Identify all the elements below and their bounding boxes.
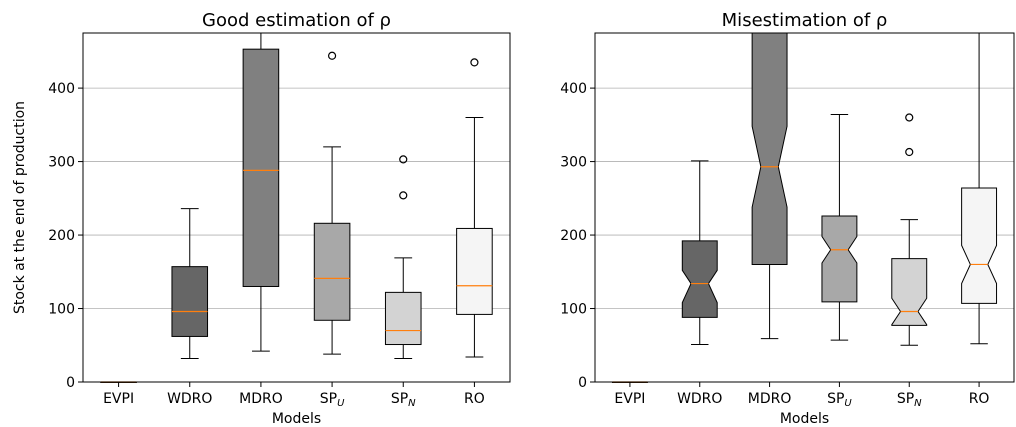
box-body xyxy=(961,187,998,304)
x-tick-label: WDRO xyxy=(677,391,722,407)
box-body xyxy=(456,227,493,315)
box-body xyxy=(242,48,280,287)
y-axis-label: Stock at the end of production xyxy=(12,101,28,314)
x-tick-label: SPN xyxy=(897,391,922,409)
chart-title: Good estimation of ρ xyxy=(202,10,391,31)
y-tick-label: 300 xyxy=(48,155,75,171)
box-body xyxy=(171,266,209,337)
right-chart-panel: 0 100 200 300 400 EVPI WDRO MDRO SPU SPN RO Misesti… xyxy=(560,10,1015,427)
box-ro xyxy=(456,58,493,358)
x-tick-label: EVPI xyxy=(103,391,134,407)
chart-title: Misestimation of ρ xyxy=(722,10,888,31)
box-body xyxy=(751,32,788,265)
x-tick-label: SPU xyxy=(320,391,345,409)
y-tick-label: 100 xyxy=(48,302,75,318)
outlier-point xyxy=(399,191,408,200)
outlier-point xyxy=(327,51,337,60)
x-tick-label: RO xyxy=(464,391,485,407)
box-body xyxy=(313,222,351,321)
box-spn xyxy=(384,155,422,359)
y-tick-label: 200 xyxy=(48,228,75,244)
x-tick-label: RO xyxy=(969,391,990,407)
box-body xyxy=(821,215,858,303)
y-tick-label: 300 xyxy=(560,155,587,171)
x-tick-label: MDRO xyxy=(748,391,792,407)
x-tick-label: WDRO xyxy=(167,391,212,407)
box-wdro xyxy=(171,208,209,359)
y-tick-label: 400 xyxy=(560,81,587,97)
box-body xyxy=(681,240,718,318)
x-tick-label: SPN xyxy=(391,391,416,409)
left-chart-panel: 0 100 200 300 400 EVPI WDRO MDRO SPU SPN RO Good es… xyxy=(12,10,511,427)
x-axis-label: Models xyxy=(272,411,321,427)
box-spu xyxy=(821,114,858,341)
x-tick-label: SPU xyxy=(827,391,852,409)
box-body xyxy=(384,291,422,346)
outlier-point xyxy=(905,147,914,157)
box-wdro xyxy=(681,160,718,346)
box-ro xyxy=(961,33,998,345)
outlier-point xyxy=(470,58,479,67)
box-spu xyxy=(313,51,351,355)
x-tick-label: EVPI xyxy=(614,391,645,407)
x-axis-label: Models xyxy=(780,411,829,427)
y-tick-label: 200 xyxy=(560,228,587,244)
plot-frame xyxy=(594,32,1015,383)
y-tick-label: 0 xyxy=(578,375,587,391)
y-tick-label: 100 xyxy=(560,302,587,318)
outlier-point xyxy=(905,113,914,122)
box-spn xyxy=(891,113,928,346)
x-tick-label: MDRO xyxy=(239,391,283,407)
outlier-point xyxy=(399,155,408,164)
box-mdro xyxy=(751,32,788,340)
y-tick-label: 0 xyxy=(66,375,75,391)
box-mdro xyxy=(242,33,280,352)
plot-frame xyxy=(82,32,511,383)
y-tick-label: 400 xyxy=(48,81,75,97)
box-body xyxy=(891,258,928,326)
